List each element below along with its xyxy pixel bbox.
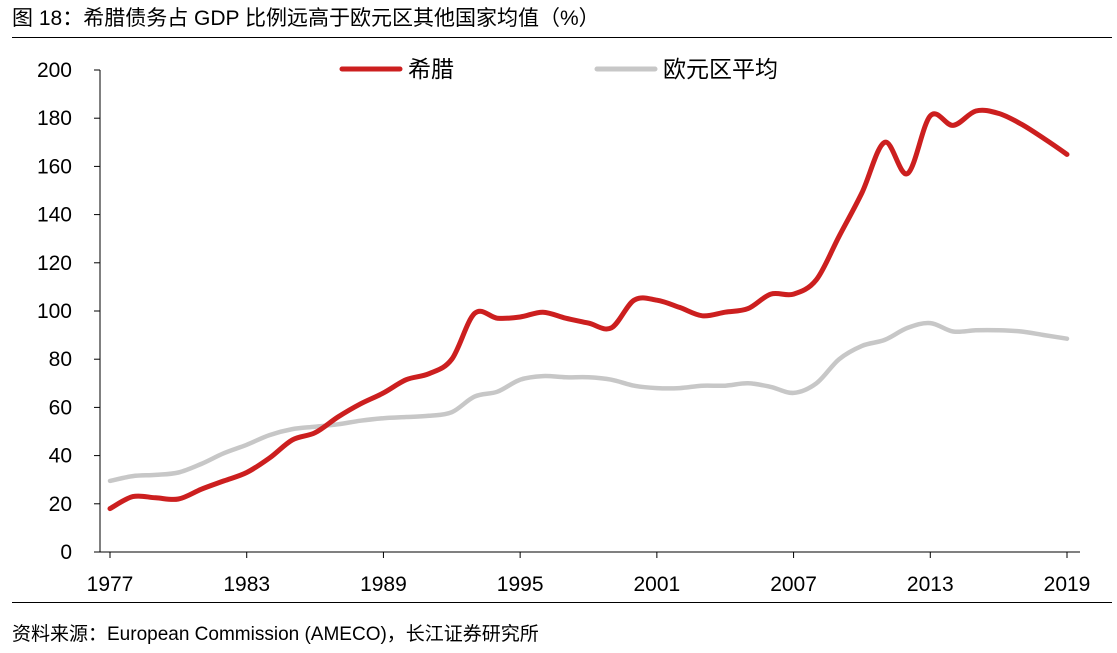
chart-axes: [99, 70, 1080, 553]
y-tick-label: 180: [37, 107, 72, 130]
legend-greece-label: 希腊: [408, 56, 454, 82]
y-tick-label: 20: [49, 493, 72, 516]
y-tick-label: 160: [37, 155, 72, 178]
greece-series-line: [107, 107, 1070, 512]
figure-title: 图 18：希腊债务占 GDP 比例远高于欧元区其他国家均值（%）: [12, 7, 600, 30]
y-tick-label: 140: [37, 204, 72, 227]
x-tick-label: 2001: [633, 573, 680, 596]
chart-legend: 希腊 欧元区平均: [339, 56, 778, 82]
series-lines: [107, 107, 1070, 512]
x-axis-ticks: 1977 1983 1989 1995 2001 2007 2013 2019: [87, 552, 1091, 596]
title-divider: [12, 37, 1112, 38]
source-divider: [12, 602, 1112, 603]
eurozone-average-series-line: [107, 320, 1070, 484]
x-tick-label: 1977: [87, 573, 134, 596]
x-tick-label: 2007: [770, 573, 817, 596]
y-tick-label: 40: [49, 445, 72, 468]
y-tick-label: 60: [49, 396, 72, 419]
y-tick-label: 200: [37, 59, 72, 82]
y-tick-label: 100: [37, 300, 72, 323]
x-tick-label: 2013: [907, 573, 954, 596]
legend-eurozone-average-label: 欧元区平均: [663, 56, 778, 82]
x-tick-label: 1995: [497, 573, 544, 596]
y-tick-label: 80: [49, 348, 72, 371]
source-note: 资料来源：European Commission (AMECO)，长江证券研究所: [12, 624, 539, 645]
x-tick-label: 1983: [223, 573, 270, 596]
y-tick-label: 120: [37, 252, 72, 275]
y-tick-label: 0: [60, 541, 72, 564]
x-tick-label: 1989: [360, 573, 407, 596]
y-axis-ticks: 0 20 40 60 80 100 120 140 160 180 200: [37, 59, 100, 564]
x-tick-label: 2019: [1044, 573, 1091, 596]
